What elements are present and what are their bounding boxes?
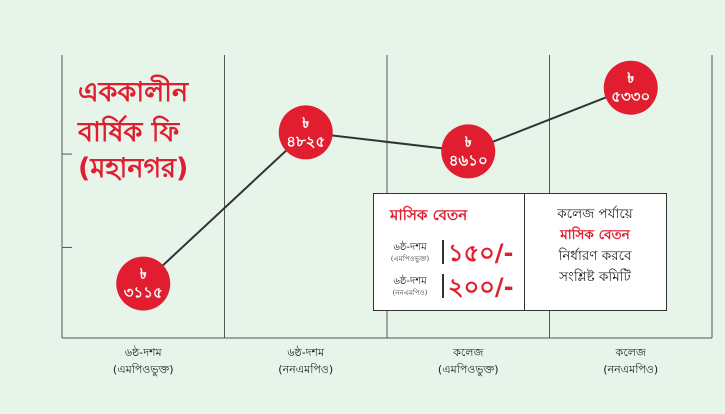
data-label: ৪৬১০ bbox=[449, 151, 488, 169]
x-tick-label: কলেজ bbox=[615, 346, 646, 359]
college-note-line-3: নির্ধারণ করবে bbox=[558, 248, 632, 264]
monthly-fee-heading: মাসিক বেতন bbox=[390, 206, 468, 224]
rate-row-mpo: ৬ষ্ঠ-দশম (এমপিওভুক্ত) ১৫০/- bbox=[380, 238, 520, 268]
x-tick-sublabel: (এমপিওভুক্ত) bbox=[438, 363, 499, 376]
rate-label: ৬ষ্ঠ-দশম bbox=[393, 242, 427, 253]
x-tick-labels: ৬ষ্ঠ-দশম (এমপিওভুক্ত) ৬ষ্ঠ-দশম (ননএমপিও) কলে… bbox=[113, 346, 658, 376]
college-note-line-4: সংশ্লিষ্ট কমিটি bbox=[559, 269, 631, 285]
data-label: ৫৩৩০ bbox=[611, 88, 650, 106]
data-label: ৩১১৫ bbox=[124, 284, 163, 302]
rate-label: ৬ষ্ঠ-দশম bbox=[393, 276, 427, 287]
x-tick-label: ৬ষ্ঠ-দশম bbox=[287, 346, 325, 359]
x-tick-label: ৬ষ্ঠ-দশম bbox=[125, 346, 163, 359]
monthly-fee-panel: মাসিক বেতন ৬ষ্ঠ-দশম (এমপিওভুক্ত) ১৫০/- ৬… bbox=[374, 194, 525, 310]
data-point bbox=[603, 60, 658, 115]
data-label: ৪৮২৫ bbox=[286, 132, 325, 150]
chart-title-line-2: বার্ষিক ফি bbox=[78, 117, 180, 148]
rate-value: ২০০/- bbox=[448, 273, 514, 301]
data-point-group: ৳৫৩৩০ bbox=[603, 60, 658, 115]
currency-symbol: ৳ bbox=[465, 134, 472, 150]
rate-divider bbox=[442, 240, 444, 264]
series-line-layer bbox=[142, 86, 632, 285]
data-points-layer: ৳৩১১৫৳৪৮২৫ ৳৪৬১০৳৫৩৩০ bbox=[116, 60, 658, 311]
rate-row-non-mpo: ৬ষ্ঠ-দশম (ননএমপিও) ২০০/- bbox=[380, 272, 520, 302]
x-tick-sublabel: (এমপিওভুক্ত) bbox=[113, 363, 174, 376]
currency-symbol: ৳ bbox=[627, 71, 634, 87]
chart-title-line-1: এককালীন bbox=[78, 77, 189, 108]
currency-symbol: ৳ bbox=[302, 115, 309, 131]
data-point bbox=[441, 124, 496, 179]
college-note-line-2: মাসিক বেতন bbox=[560, 227, 630, 243]
currency-symbol: ৳ bbox=[140, 267, 147, 283]
data-point-group: ৳৪৬১০ bbox=[441, 124, 496, 179]
x-tick-label: কলেজ bbox=[452, 346, 483, 359]
rate-sublabel: (ননএমপিও) bbox=[392, 289, 428, 297]
data-point bbox=[278, 105, 333, 160]
college-note-panel: কলেজ পর্যায়ে মাসিক বেতন নির্ধারণ করবে স… bbox=[525, 194, 665, 310]
rate-divider bbox=[442, 274, 444, 298]
chart-title-line-3: (মহানগর) bbox=[78, 153, 189, 184]
data-point-group: ৳৩১১৫ bbox=[116, 256, 171, 311]
x-tick-sublabel: (ননএমপিও) bbox=[603, 363, 658, 376]
series-line bbox=[142, 86, 632, 285]
x-tick-sublabel: (ননএমপিও) bbox=[278, 363, 333, 376]
rate-sublabel: (এমপিওভুক্ত) bbox=[390, 255, 430, 263]
monthly-fee-info-box: মাসিক বেতন ৬ষ্ঠ-দশম (এমপিওভুক্ত) ১৫০/- ৬… bbox=[373, 193, 667, 311]
data-point bbox=[116, 256, 171, 311]
data-point-group: ৳৪৮২৫ bbox=[278, 105, 333, 160]
college-note-line-1: কলেজ পর্যায়ে bbox=[557, 206, 633, 222]
rate-value: ১৫০/- bbox=[448, 239, 514, 267]
